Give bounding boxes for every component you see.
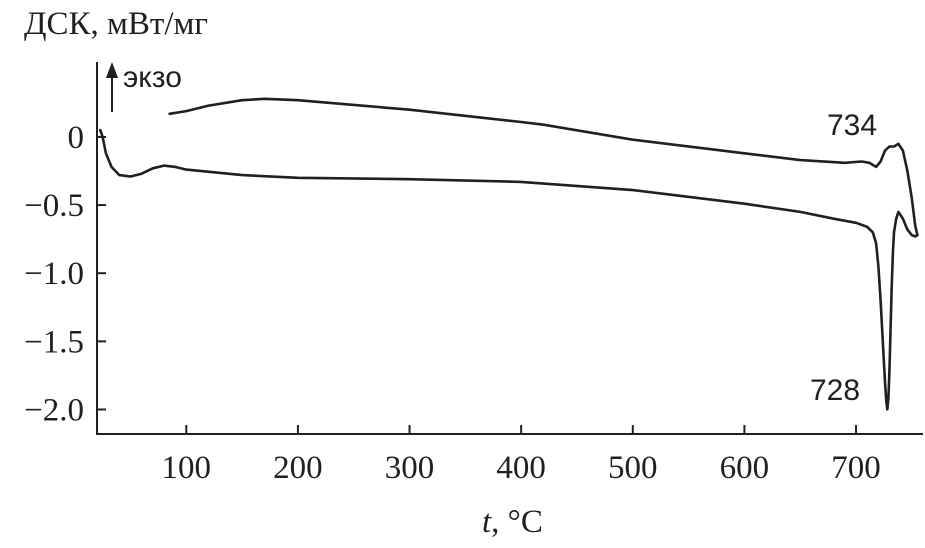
peak-annotation-728: 728 (810, 374, 860, 407)
peak-annotation-734: 734 (827, 109, 877, 142)
x-tick-label: 600 (720, 450, 770, 486)
arrow-head-icon (106, 62, 118, 78)
x-ticks: 100 200 300 400 500 600 700 (162, 425, 881, 486)
x-tick-label: 200 (273, 450, 323, 486)
y-tick-label: −2.0 (24, 392, 84, 428)
x-axis-variable: t (482, 504, 492, 540)
x-tick-label: 300 (385, 450, 435, 486)
y-axis-title: ДСК, мВт/мг (24, 6, 208, 42)
y-ticks: 0 −0.5 −1.0 −1.5 −2.0 (24, 120, 106, 428)
x-tick-label: 100 (162, 450, 212, 486)
exo-label: экзо (123, 61, 182, 94)
y-tick-label: 0 (68, 120, 85, 156)
y-tick-label: −1.0 (24, 256, 84, 292)
dsc-curve-upper (168, 97, 919, 237)
y-tick-label: −1.5 (24, 324, 84, 360)
x-tick-label: 700 (831, 450, 881, 486)
x-tick-label: 500 (608, 450, 658, 486)
y-tick-label: −0.5 (24, 188, 84, 224)
dsc-curves (99, 97, 919, 411)
x-axis-title: t, °C (482, 504, 543, 540)
x-tick-label: 400 (496, 450, 546, 486)
dsc-curve-lower (99, 128, 919, 411)
exo-direction-indicator: экзо (106, 61, 182, 112)
x-axis-unit: , °C (491, 504, 543, 540)
